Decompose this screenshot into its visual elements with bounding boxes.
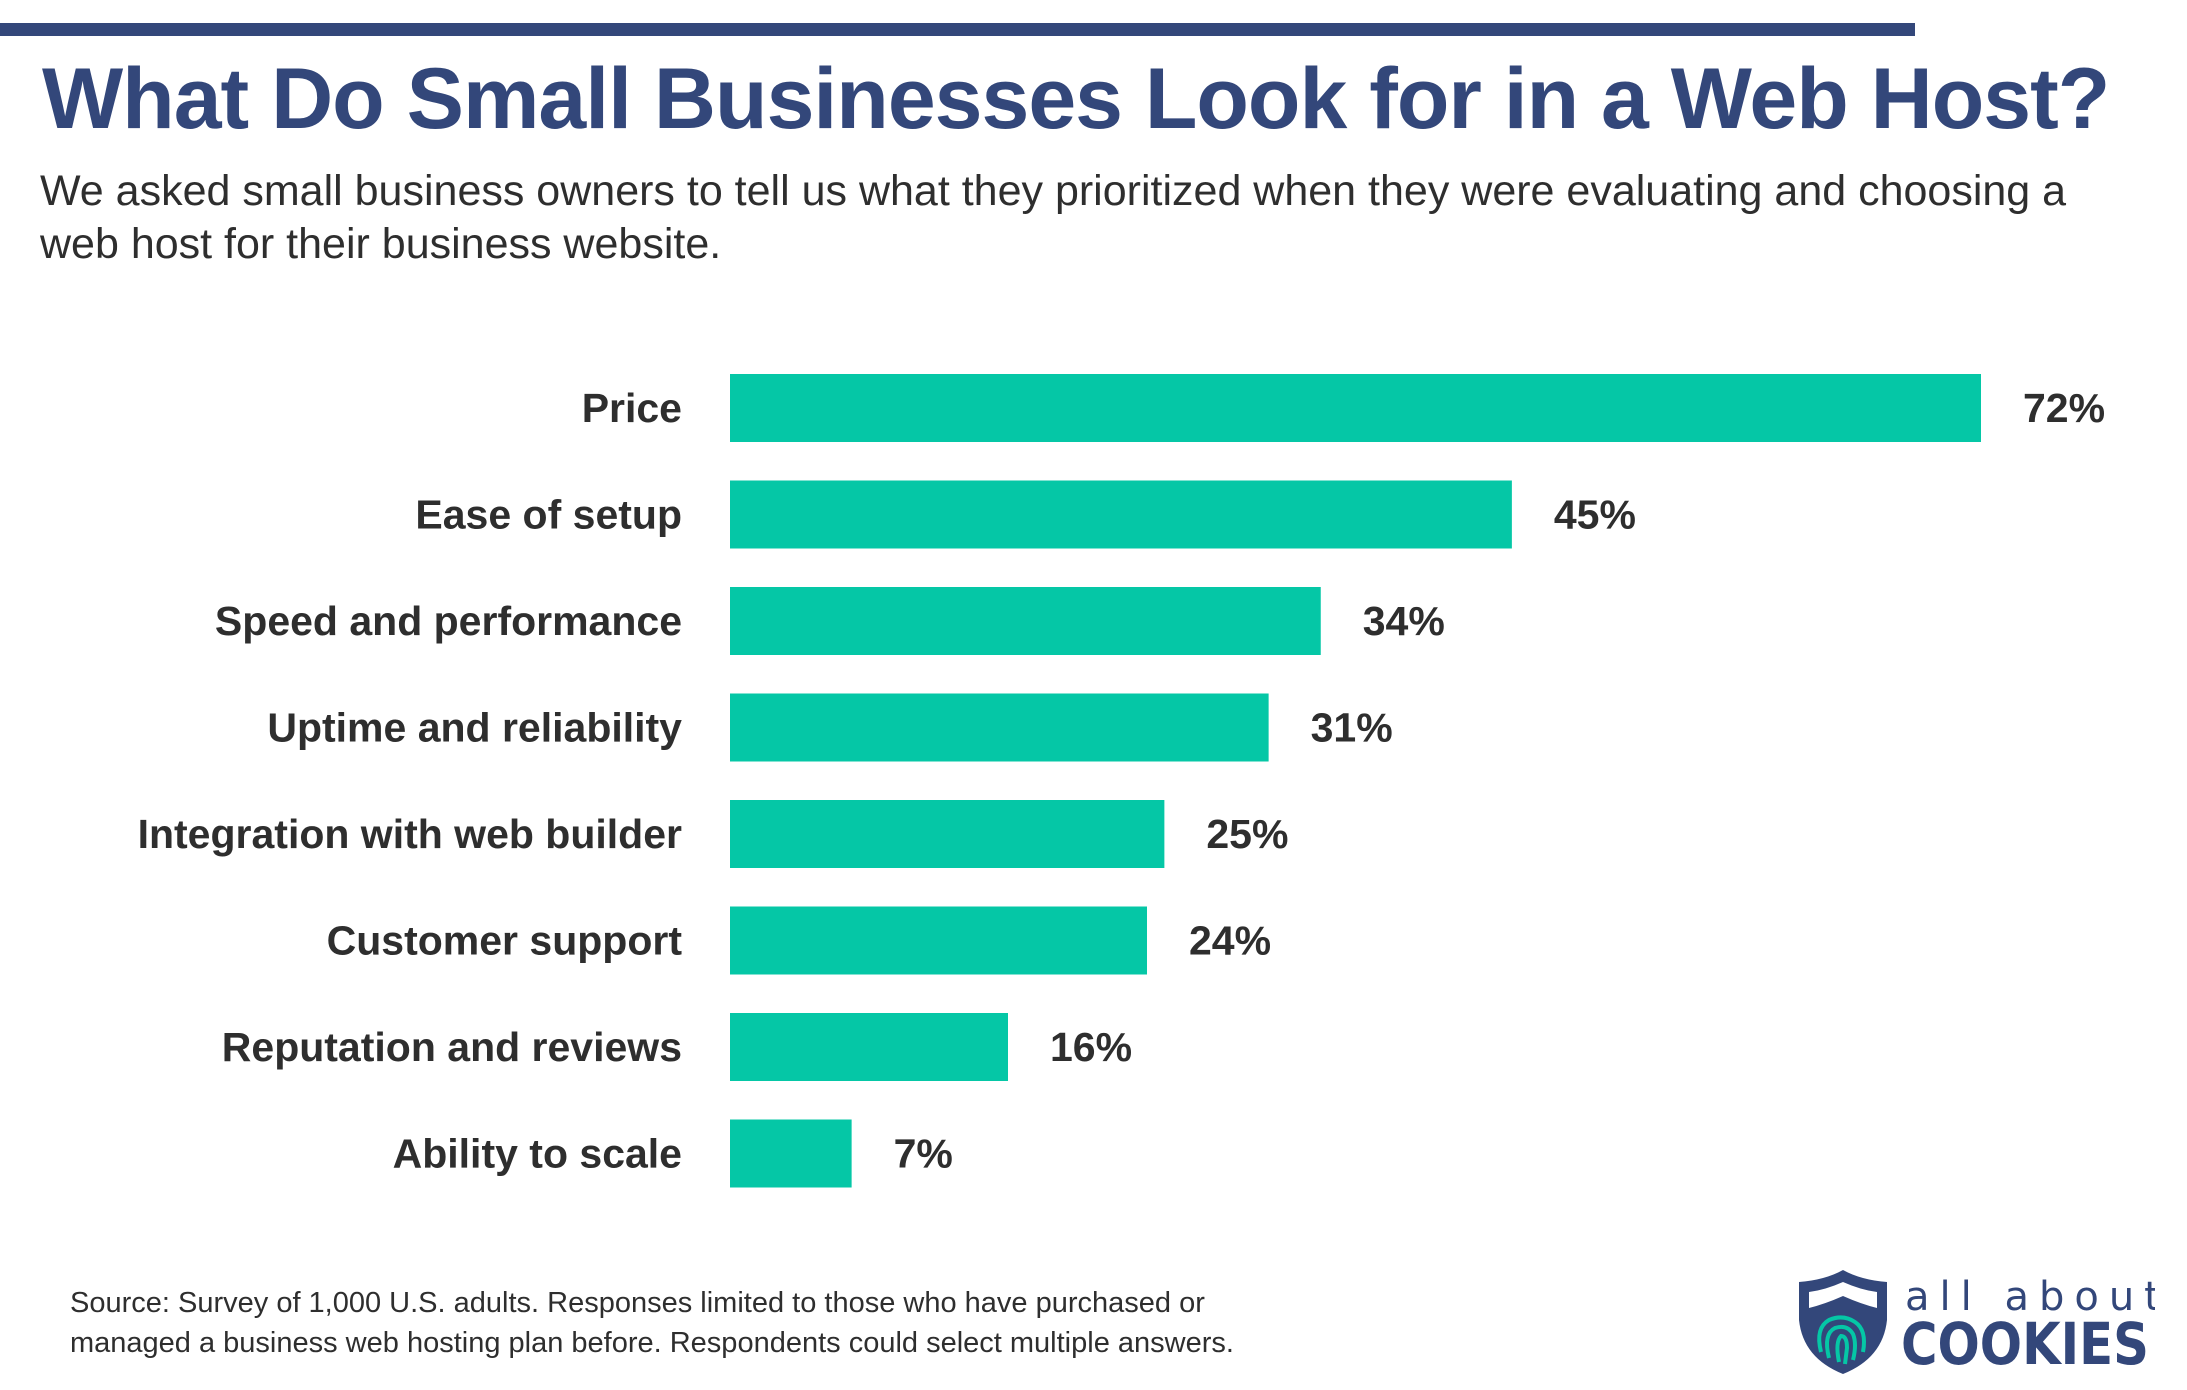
- category-label: Reputation and reviews: [222, 1024, 682, 1070]
- category-label: Customer support: [327, 918, 683, 964]
- category-label: Price: [582, 385, 682, 431]
- category-label: Integration with web builder: [138, 811, 682, 857]
- source-line-2: managed a business web hosting plan befo…: [70, 1327, 1234, 1359]
- bar-4: [730, 800, 1165, 868]
- page-title: What Do Small Businesses Look for in a W…: [42, 51, 2110, 147]
- logo-text-bottom: COOKIES: [1901, 1310, 2149, 1376]
- bar-0: [730, 374, 1981, 442]
- top-accent-bar: [0, 23, 1915, 36]
- value-label: 16%: [1050, 1024, 1132, 1070]
- value-label: 24%: [1189, 918, 1271, 964]
- bar-2: [730, 587, 1321, 655]
- category-label: Speed and performance: [215, 598, 682, 644]
- value-label: 45%: [1554, 492, 1636, 538]
- category-label: Ability to scale: [393, 1131, 682, 1177]
- page-subtitle: We asked small business owners to tell u…: [40, 167, 2067, 268]
- bar-1: [730, 480, 1512, 549]
- bar-6: [730, 1013, 1008, 1081]
- category-label: Ease of setup: [415, 492, 682, 538]
- logo-text-top: all about: [1905, 1274, 2155, 1320]
- fingerprint-icon: [1817, 1315, 1866, 1365]
- value-label: 72%: [2023, 385, 2105, 431]
- bar-3: [730, 693, 1269, 762]
- category-label: Uptime and reliability: [267, 705, 682, 751]
- source-note: Source: Survey of 1,000 U.S. adults. Res…: [70, 1283, 1234, 1363]
- bar-5: [730, 906, 1147, 975]
- all-about-cookies-logo: all about COOKIES: [1799, 1270, 2155, 1376]
- value-label: 31%: [1311, 705, 1393, 751]
- value-label: 34%: [1363, 598, 1445, 644]
- bar-7: [730, 1119, 852, 1188]
- source-line-1: Source: Survey of 1,000 U.S. adults. Res…: [70, 1287, 1205, 1319]
- value-label: 25%: [1206, 811, 1288, 857]
- value-label: 7%: [894, 1131, 953, 1177]
